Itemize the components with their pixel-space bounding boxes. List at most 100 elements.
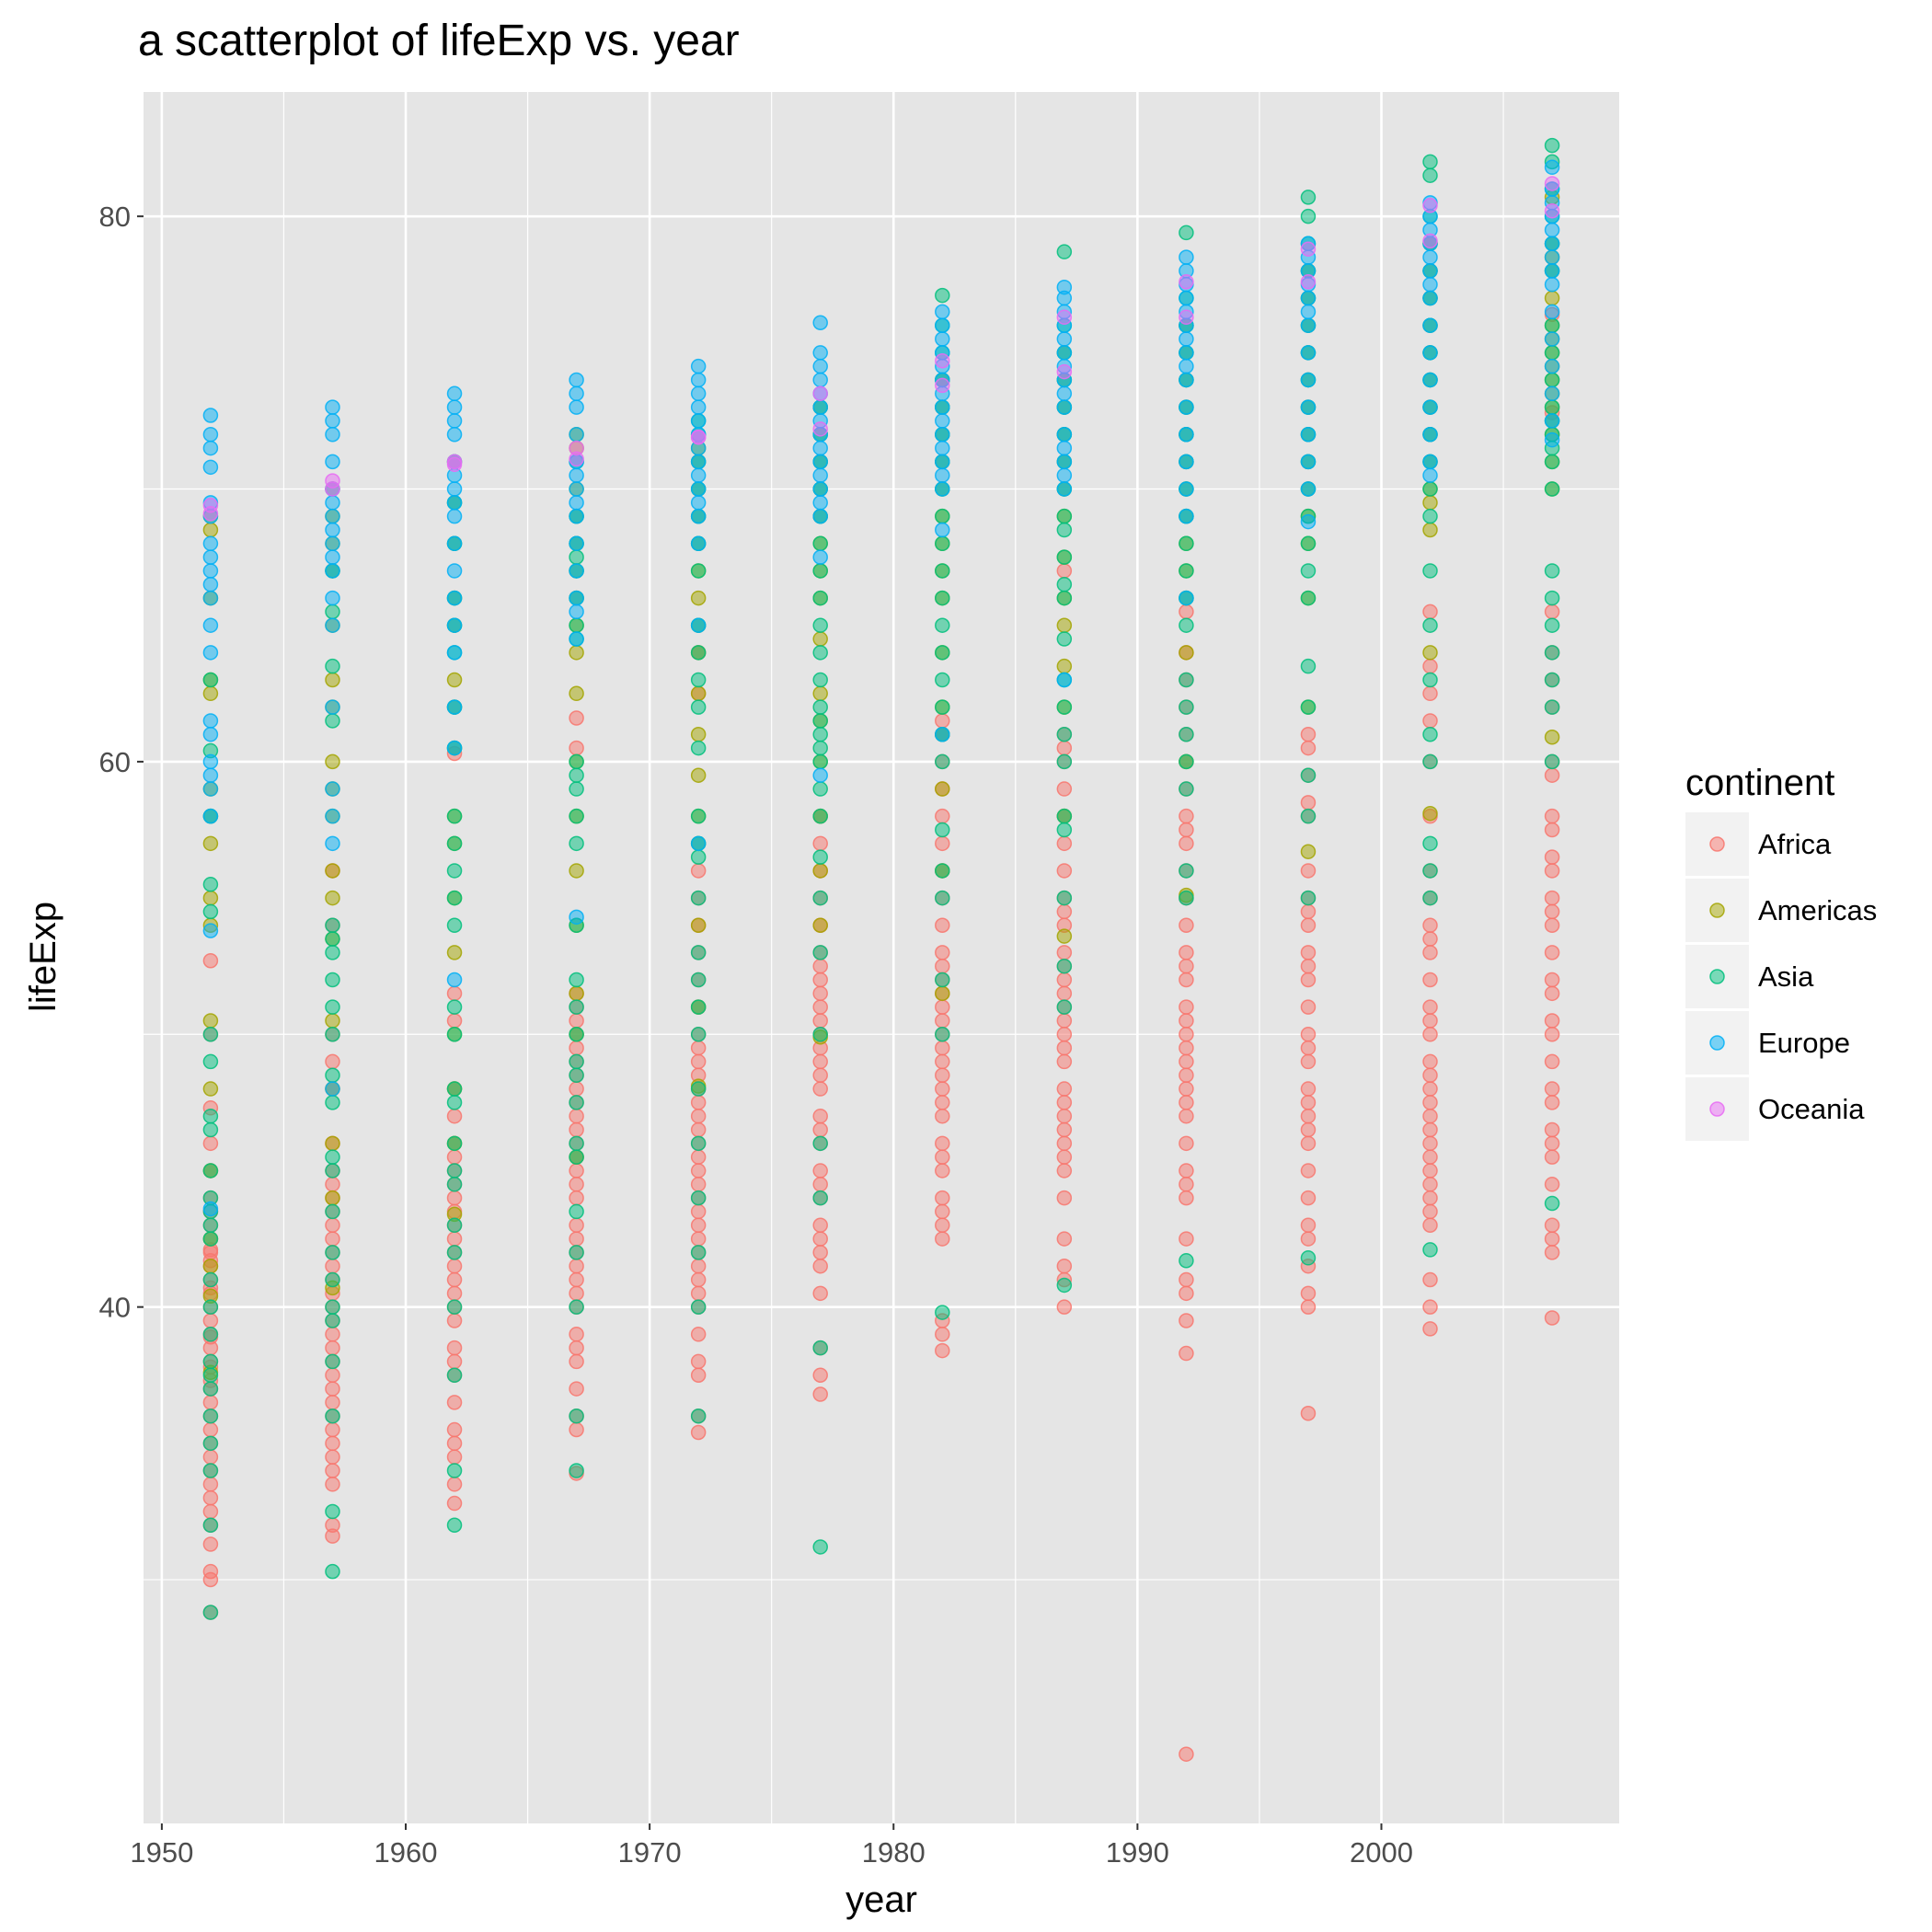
data-point: [936, 646, 949, 660]
data-point: [1546, 946, 1559, 960]
data-point: [326, 1341, 339, 1355]
data-point: [692, 1136, 706, 1150]
data-point: [813, 482, 827, 496]
data-point: [1057, 1232, 1071, 1246]
data-point: [569, 1423, 583, 1437]
data-point: [1423, 510, 1437, 523]
data-point: [1057, 986, 1071, 1000]
data-point: [326, 592, 339, 605]
data-point: [1301, 1407, 1315, 1420]
x-tick-label: 2000: [1350, 1836, 1413, 1869]
data-point: [1057, 904, 1071, 918]
data-point: [326, 1504, 339, 1518]
data-point: [1179, 1191, 1193, 1205]
data-point: [1423, 1322, 1437, 1336]
data-point: [448, 1000, 462, 1014]
data-point: [448, 1286, 462, 1300]
legend-label: Americas: [1758, 894, 1877, 926]
data-point: [448, 1096, 462, 1110]
data-point: [1179, 510, 1193, 523]
data-point: [1423, 1096, 1437, 1110]
data-point: [1179, 604, 1193, 618]
data-point: [1057, 1054, 1071, 1068]
data-point: [1423, 604, 1437, 618]
data-point: [813, 316, 827, 329]
data-point: [1179, 700, 1193, 714]
data-point: [569, 1164, 583, 1178]
data-point: [813, 618, 827, 632]
data-point: [448, 1259, 462, 1273]
x-tick-label: 1980: [862, 1836, 926, 1869]
data-point: [1546, 592, 1559, 605]
data-point: [1057, 660, 1071, 673]
data-point: [1423, 1082, 1437, 1096]
data-point: [813, 768, 827, 782]
data-point: [1546, 891, 1559, 905]
legend-label: Oceania: [1758, 1093, 1865, 1125]
data-point: [1546, 177, 1559, 190]
data-point: [326, 660, 339, 673]
data-point: [1179, 360, 1193, 374]
data-point: [1301, 1041, 1315, 1055]
data-point: [936, 700, 949, 714]
data-point: [1179, 1014, 1193, 1028]
legend-item-asia: Asia: [1685, 945, 1814, 1008]
legend-item-africa: Africa: [1685, 812, 1832, 876]
data-point: [813, 1014, 827, 1028]
data-point: [203, 1273, 217, 1287]
data-point: [1546, 730, 1559, 744]
data-point: [692, 431, 706, 444]
data-point: [326, 864, 339, 878]
data-point: [1423, 660, 1437, 673]
data-point: [448, 918, 462, 932]
data-point: [1057, 1278, 1071, 1292]
data-point: [1301, 1251, 1315, 1265]
data-point: [692, 360, 706, 374]
data-point: [203, 1368, 217, 1382]
legend-label: Asia: [1758, 960, 1814, 993]
data-point: [813, 1178, 827, 1191]
data-point: [1423, 728, 1437, 742]
data-point: [1546, 1178, 1559, 1191]
data-point: [1546, 400, 1559, 414]
data-point: [1423, 346, 1437, 360]
data-point: [203, 782, 217, 796]
data-point: [569, 1300, 583, 1314]
data-point: [1057, 310, 1071, 324]
data-point: [813, 1000, 827, 1014]
data-point: [1423, 482, 1437, 496]
data-point: [936, 960, 949, 973]
data-point: [1301, 1054, 1315, 1068]
data-point: [1057, 973, 1071, 987]
data-point: [1057, 550, 1071, 564]
data-point: [813, 714, 827, 728]
data-point: [936, 754, 949, 768]
data-point: [448, 1497, 462, 1511]
data-point: [1179, 1347, 1193, 1361]
data-point: [1301, 973, 1315, 987]
data-point: [569, 550, 583, 564]
data-point: [326, 1054, 339, 1068]
data-point: [1423, 1164, 1437, 1178]
data-point: [448, 510, 462, 523]
data-point: [692, 1409, 706, 1423]
data-point: [1057, 728, 1071, 742]
data-point: [569, 1014, 583, 1028]
data-point: [203, 1491, 217, 1505]
data-point: [448, 673, 462, 686]
data-point: [1546, 250, 1559, 264]
data-point: [203, 1396, 217, 1409]
data-point: [1423, 400, 1437, 414]
data-point: [1546, 1096, 1559, 1110]
data-point: [692, 1204, 706, 1218]
data-point: [813, 782, 827, 796]
data-point: [1423, 264, 1437, 278]
data-point: [1301, 1232, 1315, 1246]
data-point: [203, 1504, 217, 1518]
data-point: [448, 400, 462, 414]
data-point: [1057, 1000, 1071, 1014]
data-point: [813, 550, 827, 564]
data-point: [1546, 1218, 1559, 1232]
data-point: [569, 1382, 583, 1396]
